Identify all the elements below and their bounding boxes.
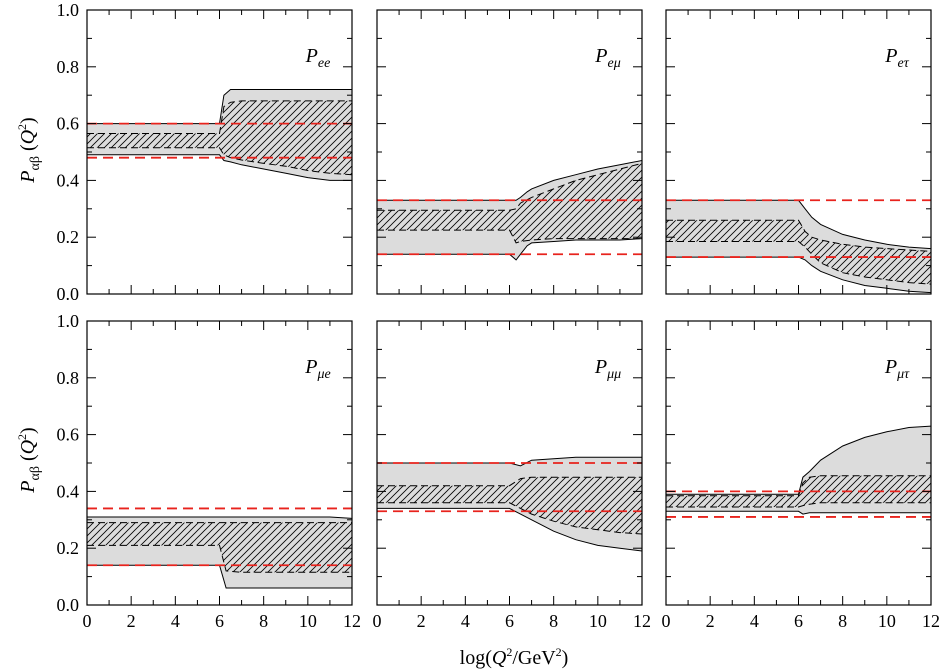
panel-label-mue: Pμe [304, 356, 330, 382]
y-tick-label: 0.8 [57, 368, 80, 388]
x-tick-label: 4 [461, 611, 470, 631]
x-tick-label: 10 [878, 611, 896, 631]
outer-band-lower-etau [666, 256, 931, 294]
x-tick-label: 8 [549, 611, 558, 631]
inner-band-upper-emu [377, 162, 642, 211]
panel-label-sub: μμ [606, 367, 621, 382]
y-tick-label: 1.0 [57, 311, 80, 331]
panel-label-sub: eτ [897, 56, 909, 71]
panel-mutau: 0 2 4 6 8 10 12 Pμτ [662, 320, 940, 631]
panel-label-sub: ee [318, 56, 330, 71]
outer-band-lower-mue [87, 564, 352, 589]
inner-band-upper-mutau [666, 475, 931, 497]
panel-label-main: P [594, 45, 607, 67]
y-tick-label: 0.4 [57, 170, 80, 190]
panel-label-main: P [884, 356, 897, 378]
plot-area-emu [377, 160, 642, 261]
y-tick-label: 0.4 [57, 481, 80, 501]
outer-band-lower-mumu [377, 507, 642, 552]
panel-label-main: P [305, 45, 318, 67]
y-tick-label: 0.2 [57, 227, 80, 247]
panel-label-main: P [594, 356, 607, 378]
panel-label-sub: μτ [896, 367, 910, 382]
inner-band-lower-etau [666, 241, 931, 285]
panel-label-mutau: Pμτ [884, 356, 910, 382]
panel-mumu: 0 2 4 6 8 10 12 Pμμ [373, 320, 651, 631]
y-tick-label: 0.0 [57, 595, 80, 615]
x-tick-label: 4 [171, 611, 180, 631]
y-tick-label: 1.0 [57, 0, 80, 20]
x-tick-label: 8 [838, 611, 847, 631]
panel-etau: Peτ [665, 9, 932, 295]
x-tick-label: 6 [215, 611, 224, 631]
inner-band-lower-mutau [666, 502, 931, 508]
y-tick-label: 0.0 [57, 284, 80, 304]
outer-band-upper-mue [87, 516, 352, 519]
y-axis-title-top: Pαβ (Q2) [15, 117, 43, 183]
outer-band-lower-mutau [666, 510, 931, 515]
inner-band-lower-mumu [377, 502, 642, 535]
plot-area-mutau [666, 425, 931, 518]
inner-band-emu [377, 163, 642, 243]
panel-label-sub: eμ [607, 56, 620, 71]
inner-band-upper-ee [87, 100, 352, 134]
x-tick-label: 6 [505, 611, 514, 631]
inner-band-ee [87, 100, 352, 175]
y-axis-title-bottom: Pαβ (Q2) [15, 427, 43, 493]
outer-band-upper-etau [666, 199, 931, 250]
x-tick-label: 10 [299, 611, 317, 631]
panel-ee: 0.0 0.2 0.4 0.6 0.8 1.0 Pee [57, 0, 353, 304]
x-tick-label: 12 [922, 611, 940, 631]
x-tick-label: 2 [706, 611, 715, 631]
inner-band-lower-mue [87, 544, 352, 573]
panel-mue: 0 2 4 6 8 10 12 0.0 0.2 0.4 0.6 0.8 1.0 Pμe [57, 311, 362, 631]
inner-band-etau [666, 220, 931, 285]
x-tick-label: 10 [589, 611, 607, 631]
y-tick-label: 0.8 [57, 57, 80, 77]
panel-label-mumu: Pμμ [594, 356, 621, 382]
inner-band-lower-ee [87, 147, 352, 176]
panel-label-ee: Pee [305, 45, 331, 71]
plot-area-mumu [377, 456, 642, 552]
inner-band-mue [87, 522, 352, 573]
panel-label-main: P [884, 45, 897, 67]
x-tick-label: 4 [750, 611, 759, 631]
y-tick-label: 0.2 [57, 538, 80, 558]
outer-band-lower-emu [377, 238, 642, 261]
x-tick-label: 2 [127, 611, 136, 631]
panel-emu: Peμ [376, 9, 643, 295]
x-tick-label: 8 [259, 611, 268, 631]
panel-label-emu: Peμ [594, 45, 620, 71]
y-tick-label: 0.6 [57, 425, 80, 445]
x-tick-label: 0 [83, 611, 92, 631]
inner-band-upper-mumu [377, 476, 642, 487]
x-tick-label: 12 [633, 611, 651, 631]
outer-band-upper-mumu [377, 456, 642, 467]
y-tick-label: 0.6 [57, 114, 80, 134]
x-tick-label: 2 [417, 611, 426, 631]
x-tick-label: 12 [343, 611, 361, 631]
panel-label-etau: Peτ [884, 45, 909, 71]
x-tick-label: 0 [373, 611, 382, 631]
x-tick-label: 6 [794, 611, 803, 631]
plot-area-ee [87, 89, 352, 181]
plot-area-etau [666, 199, 931, 294]
outer-band-upper-ee [87, 89, 352, 125]
x-tick-label: 0 [662, 611, 671, 631]
outer-band-upper-mutau [666, 425, 931, 495]
panel-label-main: P [304, 356, 317, 378]
inner-band-mutau [666, 475, 931, 507]
inner-band-mumu [377, 477, 642, 534]
x-axis-title: log(Q2/GeV2) [460, 645, 569, 669]
panel-label-sub: μe [316, 367, 330, 382]
plot-area-mue [87, 507, 352, 589]
